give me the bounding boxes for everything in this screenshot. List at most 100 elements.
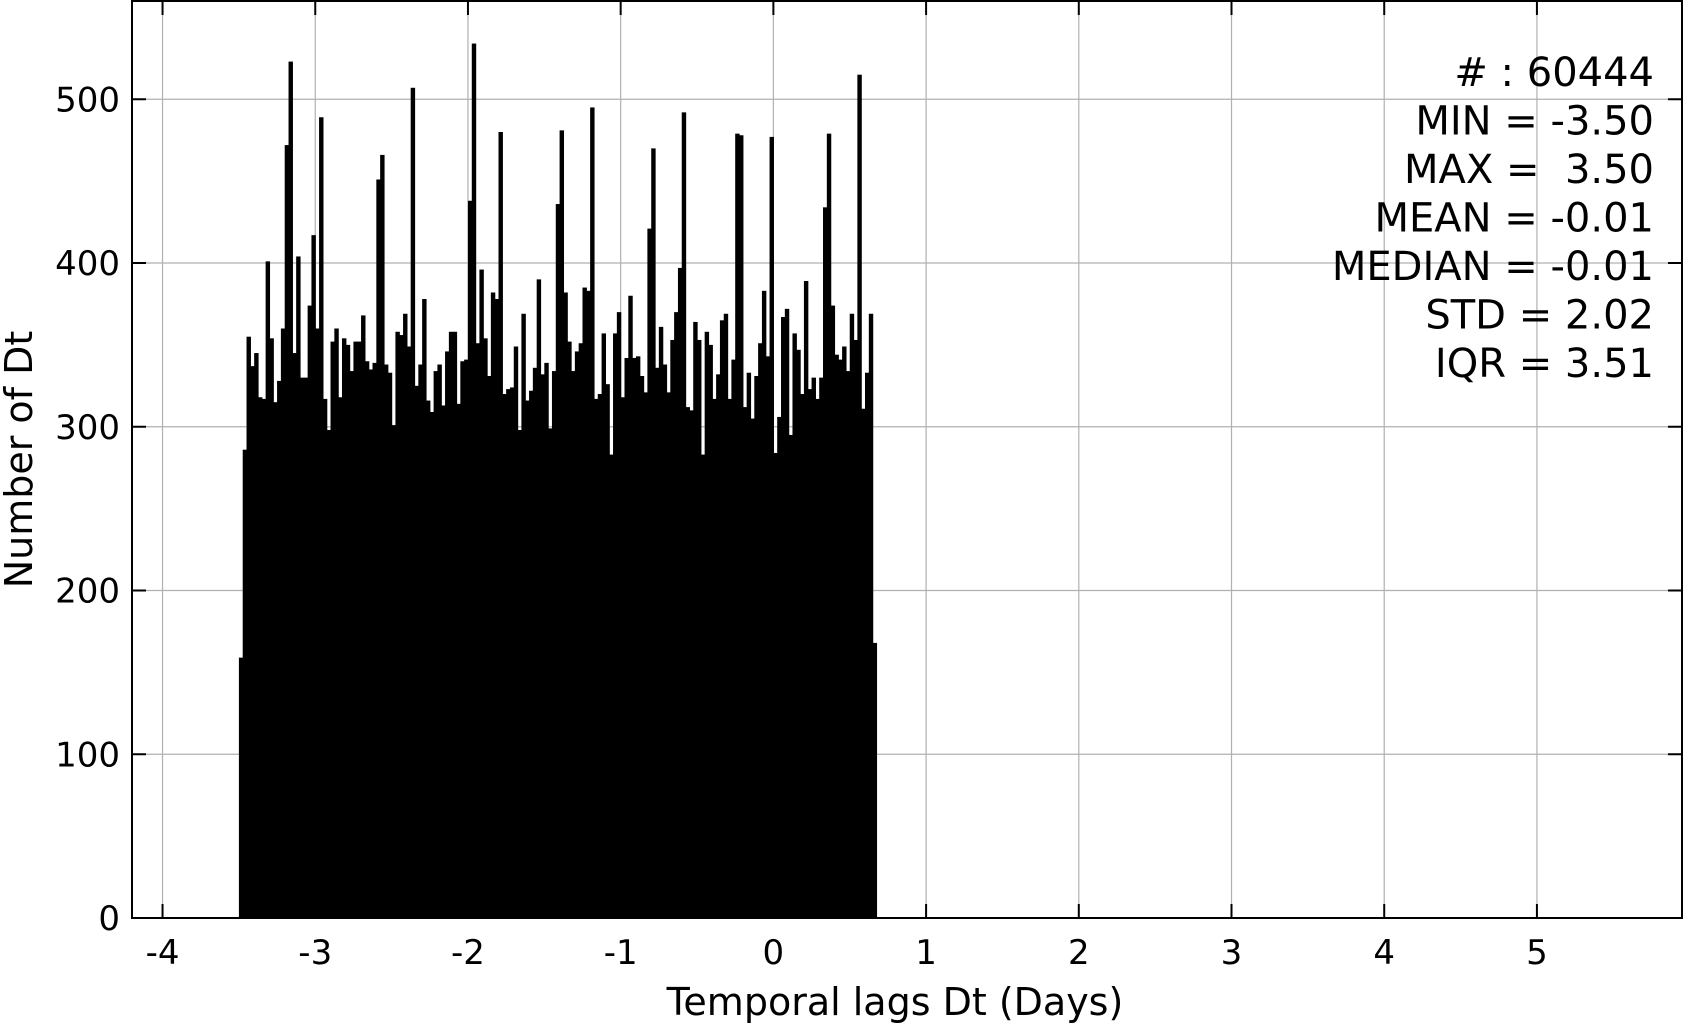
histogram-bar [364, 361, 370, 918]
histogram-bar [758, 343, 763, 918]
histogram-bar [517, 430, 523, 918]
histogram-bar [452, 331, 458, 918]
histogram-bar [383, 364, 389, 918]
histogram-bar [387, 372, 393, 919]
histogram-bar [781, 317, 786, 918]
histogram-bar [467, 200, 473, 918]
histogram-bar [246, 336, 251, 918]
histogram-bar [746, 372, 752, 919]
histogram-bar [788, 434, 794, 918]
histogram-bar [319, 117, 324, 918]
histogram-bar [632, 357, 637, 919]
histogram-bar [532, 367, 538, 918]
histogram-bar [406, 346, 412, 918]
histogram-bar [238, 657, 244, 918]
histogram-bar [849, 313, 855, 918]
histogram-bar [731, 359, 736, 918]
histogram-bar [765, 356, 771, 919]
histogram-bar [723, 313, 729, 918]
histogram-bar [800, 394, 805, 918]
histogram-bar [551, 371, 557, 919]
histogram-bar [509, 387, 515, 918]
x-tick-label: 5 [1526, 933, 1548, 973]
histogram-bar [704, 331, 710, 918]
histogram-bar [693, 321, 698, 918]
histogram-bar [391, 425, 397, 918]
x-tick-label: -3 [298, 933, 332, 973]
x-tick-label: 1 [915, 933, 937, 973]
histogram-bar [368, 369, 374, 918]
histogram-bar [845, 371, 851, 919]
stat-iqr: IQR = 3.51 [1435, 341, 1654, 387]
histogram-bar [712, 398, 717, 918]
x-tick-label: -2 [451, 933, 485, 973]
histogram-bar [655, 367, 660, 918]
y-tick-labels: 0 100 200 300 400 500 [55, 80, 120, 939]
histogram-bar [403, 313, 408, 918]
histogram-bar [288, 61, 293, 918]
histogram-bar [865, 372, 870, 919]
histogram-bar [315, 328, 320, 918]
y-tick-label: 400 [55, 244, 120, 284]
histogram-bar [429, 412, 435, 918]
histogram-bar [494, 299, 500, 918]
histogram-bar [257, 397, 263, 918]
histogram-bar [441, 405, 446, 919]
histogram-bar [349, 371, 355, 919]
stat-count: # : 60444 [1454, 50, 1654, 96]
histogram-bar [460, 361, 465, 918]
histogram-bar [739, 135, 744, 918]
histogram-bar [628, 295, 633, 918]
histogram-bar [334, 328, 339, 918]
histogram-bar [284, 145, 290, 919]
histogram-bar [280, 328, 286, 918]
histogram-bar [338, 397, 343, 918]
x-tick-label: -1 [604, 933, 638, 973]
histogram-bar [761, 290, 767, 919]
histogram-bar [639, 375, 645, 918]
histogram-bar [735, 133, 740, 918]
histogram-bar [357, 341, 362, 919]
histogram-bar [437, 364, 442, 918]
histogram-bar [716, 374, 721, 919]
histogram-bar [590, 107, 595, 918]
histogram-bar [685, 407, 690, 918]
histogram-bar [792, 333, 797, 918]
histogram-bar [361, 315, 366, 918]
y-tick-label: 200 [55, 572, 120, 612]
histogram-bar [422, 299, 427, 918]
histogram-bar [559, 130, 565, 919]
histogram-bar [582, 287, 587, 918]
histogram-bar [490, 292, 496, 919]
histogram-bar [689, 410, 694, 918]
x-tick-labels: -4 -3 -2 -1 0 1 2 3 4 5 [146, 933, 1548, 973]
histogram-bar [341, 338, 347, 919]
plot-frame [131, 0, 1683, 919]
histogram-bar [842, 346, 847, 918]
histogram-bar [838, 359, 843, 918]
histogram-bar [254, 353, 259, 918]
histogram-bar [414, 385, 419, 918]
histogram-bar [708, 344, 713, 919]
x-tick-label: 0 [763, 933, 785, 973]
histogram-bar [578, 343, 584, 918]
histogram-bar [380, 154, 385, 919]
histogram-bar [395, 331, 400, 918]
histogram-bar [483, 338, 488, 919]
histogram-bar [521, 313, 526, 918]
histogram-bar [823, 207, 828, 918]
histogram-bar [666, 392, 671, 918]
histogram-bar [567, 341, 572, 919]
histogram-bar [868, 313, 874, 918]
histogram-bar [613, 333, 618, 918]
stat-std: STD = 2.02 [1425, 293, 1654, 339]
histogram-bar [769, 136, 774, 918]
stat-median: MEDIAN = -0.01 [1332, 244, 1654, 290]
axis-ticks [132, 1, 1682, 919]
x-tick-label: 4 [1373, 933, 1395, 973]
histogram-bar [819, 377, 824, 919]
stat-mean: MEAN = -0.01 [1374, 196, 1654, 242]
histogram-bar [742, 407, 748, 918]
histogram-bar [399, 335, 404, 918]
